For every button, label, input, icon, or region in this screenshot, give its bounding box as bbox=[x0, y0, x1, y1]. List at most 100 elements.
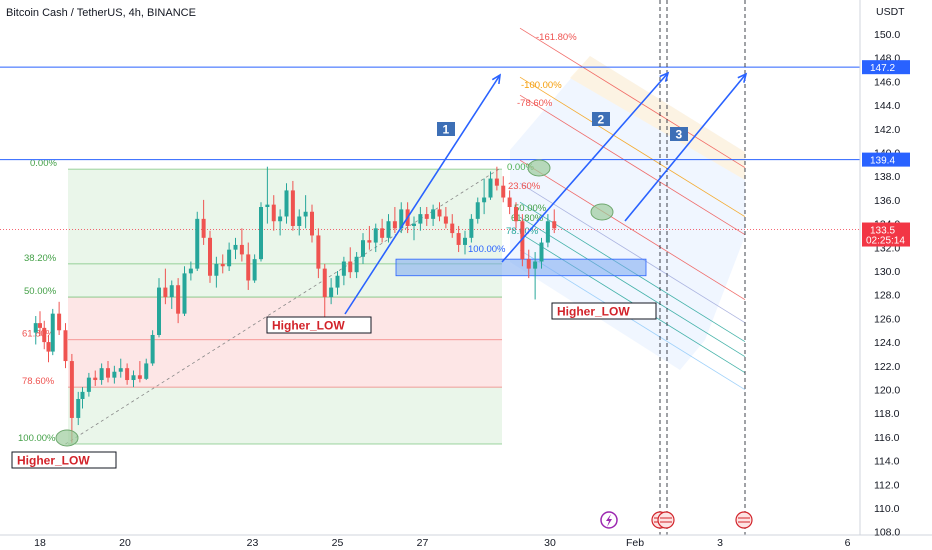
y-tick-label: 116.0 bbox=[874, 432, 900, 444]
candle-body bbox=[520, 221, 525, 260]
channel-line bbox=[519, 76, 746, 218]
annotation-box[interactable] bbox=[266, 316, 372, 334]
candle-body bbox=[303, 211, 308, 217]
projection-arrow-3[interactable] bbox=[624, 73, 747, 222]
x-tick-label: 23 bbox=[247, 537, 259, 549]
candle bbox=[233, 237, 238, 260]
fib-right-label: 100.00% bbox=[468, 244, 506, 255]
y-tick-label: 128.0 bbox=[874, 290, 900, 302]
candle bbox=[348, 247, 353, 279]
candle-body bbox=[233, 244, 238, 250]
candle bbox=[469, 214, 474, 243]
number-label-box[interactable] bbox=[592, 112, 610, 126]
candle-body bbox=[271, 204, 276, 222]
candle-body bbox=[545, 221, 550, 243]
fib-left-label: 0.00% bbox=[30, 158, 57, 169]
candle-body bbox=[456, 233, 461, 245]
candle bbox=[208, 230, 212, 283]
candle-body bbox=[69, 361, 74, 418]
candle-body bbox=[418, 214, 423, 224]
candle-body bbox=[188, 268, 193, 274]
candle-body bbox=[437, 209, 442, 217]
candle-body bbox=[348, 261, 353, 273]
candle bbox=[265, 166, 270, 224]
candle bbox=[220, 254, 225, 274]
annotation-box[interactable] bbox=[551, 302, 657, 320]
candle-body bbox=[443, 216, 448, 224]
fib-zone-upper bbox=[68, 169, 502, 298]
fib-extension-band bbox=[570, 56, 745, 180]
candle bbox=[106, 361, 110, 383]
channel-line bbox=[519, 27, 746, 169]
channel-line bbox=[519, 159, 746, 301]
fib-right-label: 23.60% bbox=[508, 181, 541, 192]
candle bbox=[284, 183, 289, 224]
candle bbox=[514, 202, 518, 229]
projection-arrow-1[interactable] bbox=[344, 74, 501, 315]
candle-body bbox=[227, 249, 232, 267]
candle bbox=[418, 207, 423, 231]
candle bbox=[437, 202, 442, 222]
candle-body bbox=[278, 216, 283, 222]
fib-left-label: 100.00% bbox=[18, 433, 56, 444]
candle bbox=[539, 237, 544, 269]
x-tick-label: 27 bbox=[417, 537, 429, 549]
annotation-text: Higher_LOW bbox=[557, 305, 630, 319]
level-price-tag bbox=[862, 152, 910, 167]
candle bbox=[176, 278, 181, 324]
candle bbox=[57, 301, 62, 335]
y-tick-label: 124.0 bbox=[874, 337, 900, 349]
candle bbox=[169, 280, 174, 309]
y-tick-label: 130.0 bbox=[874, 266, 900, 278]
fib-left-label: 38.20% bbox=[24, 253, 57, 264]
candle bbox=[150, 330, 155, 366]
y-tick-label: 150.0 bbox=[874, 29, 900, 41]
candle bbox=[259, 202, 263, 262]
candle-body bbox=[246, 254, 251, 281]
bar-countdown: 02:25:14 bbox=[866, 236, 905, 247]
number-label-box[interactable] bbox=[437, 122, 455, 136]
number-label-box[interactable] bbox=[670, 127, 688, 141]
candle bbox=[137, 361, 142, 383]
flag-event-icon[interactable] bbox=[657, 511, 675, 529]
fib-zone-lower bbox=[68, 387, 502, 445]
candle bbox=[494, 166, 499, 191]
fib-right-label: 61.80% bbox=[511, 213, 544, 224]
channel-line bbox=[519, 182, 746, 324]
candle-body bbox=[399, 209, 404, 229]
candle-body bbox=[501, 185, 506, 198]
projection-arrow-2-head bbox=[659, 71, 670, 82]
candle-body bbox=[367, 240, 372, 243]
candle bbox=[341, 256, 346, 286]
candle bbox=[69, 353, 74, 443]
annotation-text: Higher_LOW bbox=[272, 319, 345, 333]
channel-line bbox=[519, 216, 746, 358]
candle-body bbox=[482, 197, 487, 203]
projection-arrow-2[interactable] bbox=[501, 72, 669, 263]
chart-title: Bitcoin Cash / TetherUS, 4h, BINANCE bbox=[6, 7, 196, 19]
flag-event-icon[interactable] bbox=[735, 511, 753, 529]
projection-arrow-3-head bbox=[737, 72, 748, 83]
candle bbox=[335, 271, 340, 295]
candle-body bbox=[125, 368, 130, 381]
candle-body bbox=[514, 207, 518, 222]
candle-body bbox=[112, 371, 117, 378]
x-tick-label: 30 bbox=[544, 537, 556, 549]
candle bbox=[86, 372, 91, 397]
candle-body bbox=[93, 377, 98, 381]
annotation-box[interactable] bbox=[11, 451, 117, 469]
y-axis-unit: USDT bbox=[876, 6, 905, 18]
candle bbox=[99, 363, 104, 385]
candle-body bbox=[157, 287, 161, 335]
candle bbox=[227, 242, 232, 271]
y-tick-label: 126.0 bbox=[874, 313, 900, 325]
candle-body bbox=[169, 285, 174, 298]
pivot-highlight bbox=[590, 203, 614, 221]
candle-body bbox=[106, 368, 110, 378]
x-tick-label: 18 bbox=[34, 537, 46, 549]
candle-body bbox=[297, 216, 302, 226]
candle bbox=[392, 207, 397, 234]
y-tick-label: 110.0 bbox=[874, 503, 900, 515]
